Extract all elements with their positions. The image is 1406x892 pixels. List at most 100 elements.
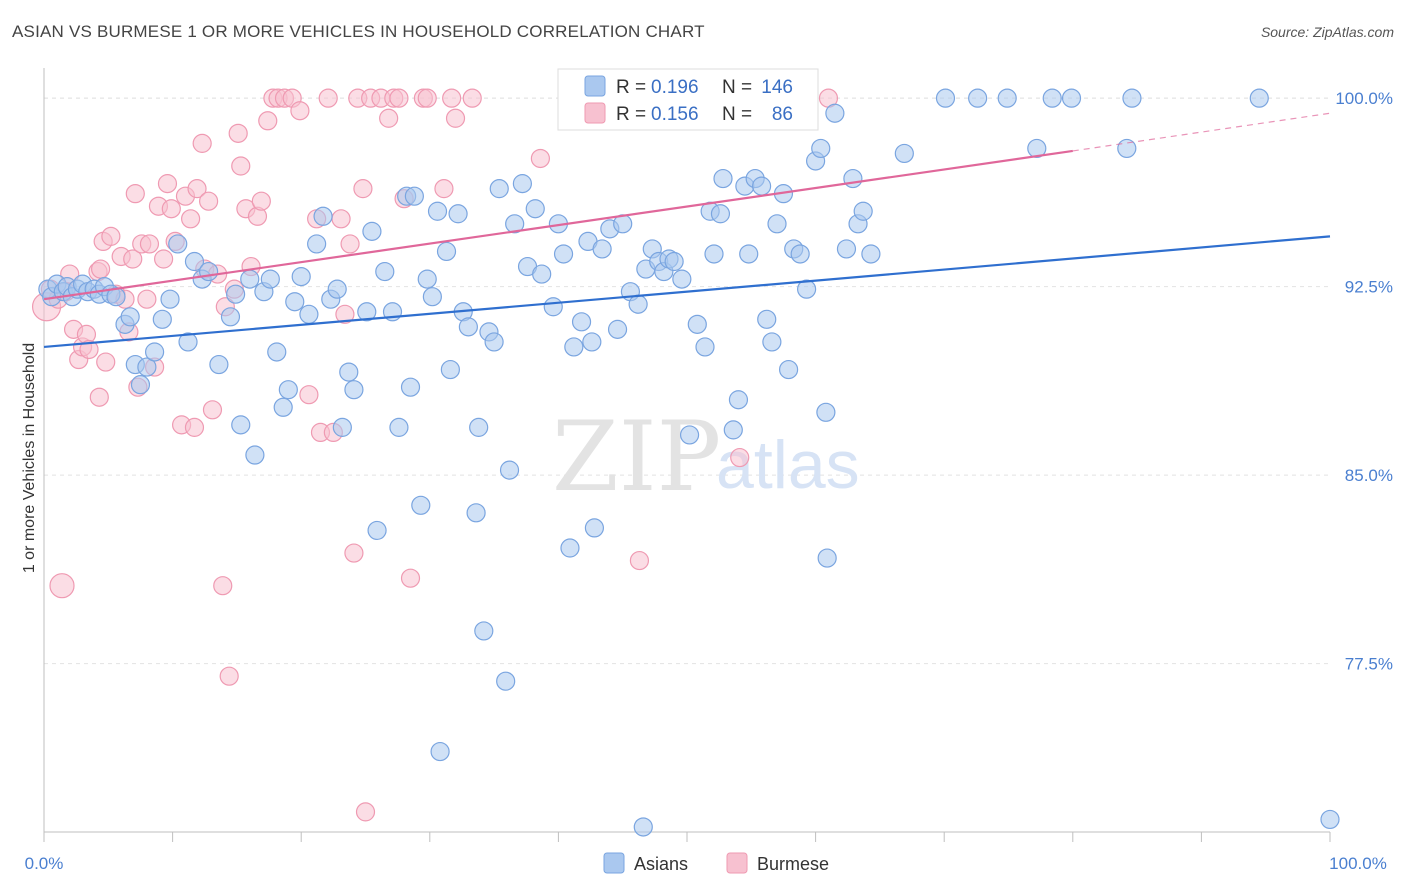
asian-point[interactable]	[664, 251, 684, 272]
asian-point[interactable]	[816, 402, 836, 422]
burmese-point[interactable]	[153, 249, 174, 269]
asian-point[interactable]	[564, 337, 584, 357]
burmese-point[interactable]	[730, 447, 750, 468]
asian-point[interactable]	[1320, 809, 1340, 830]
asian-point[interactable]	[362, 221, 382, 241]
burmese-point[interactable]	[335, 304, 355, 324]
asian-point[interactable]	[440, 359, 460, 380]
asian-point[interactable]	[861, 244, 881, 264]
asian-point[interactable]	[273, 397, 293, 417]
asian-point[interactable]	[332, 417, 352, 437]
asian-point[interactable]	[400, 377, 421, 397]
burmese-point[interactable]	[344, 543, 364, 563]
burmese-point[interactable]	[192, 133, 212, 153]
burmese-point[interactable]	[400, 568, 421, 588]
asian-point[interactable]	[607, 319, 628, 339]
asian-point[interactable]	[1061, 88, 1082, 108]
asian-point[interactable]	[130, 375, 151, 395]
asian-point[interactable]	[1027, 138, 1047, 159]
burmese-point[interactable]	[137, 289, 157, 309]
burmese-point[interactable]	[79, 339, 99, 360]
asian-point[interactable]	[728, 390, 749, 410]
legend-burmese-swatch[interactable]	[726, 852, 748, 874]
asian-point[interactable]	[1122, 88, 1142, 108]
asian-point[interactable]	[796, 279, 817, 299]
asian-point[interactable]	[505, 214, 525, 234]
asian-point[interactable]	[106, 287, 126, 307]
burmese-point[interactable]	[89, 387, 109, 407]
asian-point[interactable]	[285, 292, 305, 312]
burmese-point[interactable]	[331, 209, 351, 229]
burmese-point[interactable]	[199, 191, 219, 211]
asian-point[interactable]	[344, 380, 364, 400]
burmese-point[interactable]	[442, 88, 462, 108]
asian-point[interactable]	[713, 168, 733, 189]
asian-point[interactable]	[137, 357, 157, 377]
asian-point[interactable]	[430, 741, 450, 762]
asian-point[interactable]	[458, 317, 478, 337]
burmese-point[interactable]	[219, 666, 239, 686]
asian-point[interactable]	[160, 289, 180, 309]
asian-point[interactable]	[436, 241, 457, 262]
burmese-point[interactable]	[530, 148, 550, 169]
legend-asians-swatch[interactable]	[603, 852, 625, 874]
asian-point[interactable]	[704, 244, 724, 264]
burmese-point[interactable]	[139, 234, 160, 254]
asian-point[interactable]	[327, 279, 347, 299]
asian-point[interactable]	[466, 503, 486, 523]
asian-point[interactable]	[375, 261, 395, 282]
asian-point[interactable]	[307, 234, 327, 254]
asian-point[interactable]	[811, 138, 831, 159]
asian-point[interactable]	[778, 359, 799, 380]
asian-point[interactable]	[935, 88, 956, 108]
asian-point[interactable]	[739, 244, 759, 264]
asian-point[interactable]	[199, 261, 219, 282]
asian-point[interactable]	[695, 337, 715, 357]
asian-point[interactable]	[357, 302, 377, 322]
asian-point[interactable]	[571, 312, 592, 332]
burmese-point[interactable]	[213, 576, 233, 596]
burmese-point[interactable]	[101, 226, 121, 246]
asian-point[interactable]	[448, 204, 468, 224]
asian-point[interactable]	[367, 520, 387, 541]
asian-point[interactable]	[499, 460, 520, 480]
asian-point[interactable]	[313, 206, 333, 226]
burmese-point[interactable]	[125, 184, 145, 204]
burmese-point[interactable]	[181, 209, 201, 229]
asian-point[interactable]	[710, 204, 731, 224]
asian-point[interactable]	[672, 269, 692, 289]
asian-point[interactable]	[389, 417, 409, 437]
burmese-point[interactable]	[445, 108, 466, 128]
asian-point[interactable]	[496, 671, 516, 691]
asian-point[interactable]	[584, 518, 605, 538]
asian-point[interactable]	[469, 417, 489, 437]
asian-point[interactable]	[220, 307, 241, 327]
burmese-point[interactable]	[49, 573, 75, 599]
burmese-point[interactable]	[353, 179, 373, 199]
asian-point[interactable]	[757, 309, 777, 329]
asian-point[interactable]	[339, 362, 359, 382]
asian-point[interactable]	[543, 297, 563, 317]
asian-point[interactable]	[168, 234, 188, 254]
burmese-point[interactable]	[417, 88, 437, 108]
asian-point[interactable]	[231, 415, 251, 435]
asian-point[interactable]	[184, 251, 205, 272]
asian-point[interactable]	[532, 264, 552, 284]
burmese-point[interactable]	[231, 156, 251, 176]
asian-point[interactable]	[817, 548, 837, 568]
asian-point[interactable]	[291, 266, 311, 287]
asian-point[interactable]	[245, 445, 265, 465]
burmese-point[interactable]	[299, 385, 319, 405]
asian-point[interactable]	[152, 309, 172, 329]
asian-point[interactable]	[489, 179, 509, 199]
asian-point[interactable]	[1249, 88, 1269, 108]
asian-point[interactable]	[836, 239, 857, 259]
asian-point[interactable]	[767, 214, 787, 234]
burmese-point[interactable]	[187, 179, 207, 199]
asian-point[interactable]	[260, 269, 280, 289]
asian-point[interactable]	[825, 103, 845, 123]
asian-point[interactable]	[723, 420, 743, 440]
legend-asians-label[interactable]: Asians	[634, 854, 688, 874]
asian-point[interactable]	[144, 342, 165, 362]
asian-point[interactable]	[525, 199, 545, 219]
